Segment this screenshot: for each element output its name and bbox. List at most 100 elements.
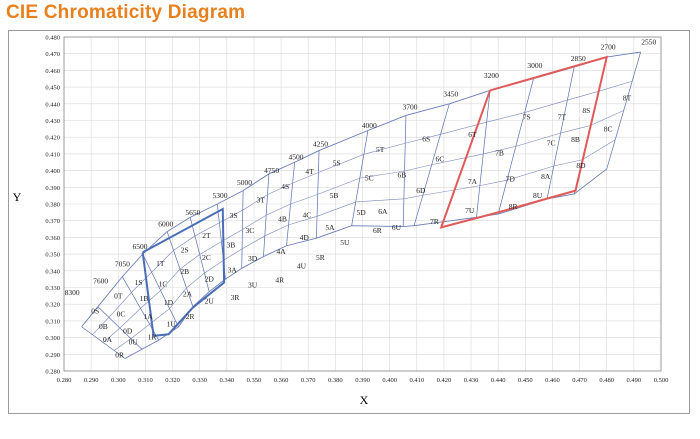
x-tick-label: 0.380 — [328, 377, 343, 384]
y-tick-label: 0.350 — [45, 252, 60, 259]
bin-label: 8T — [623, 93, 632, 102]
bin-label: 4D — [300, 233, 310, 242]
bin-label: 3R — [231, 293, 240, 302]
cct-label: 2850 — [571, 54, 586, 63]
bin-label: 6R — [373, 226, 382, 235]
bin-label: 7S — [523, 113, 531, 122]
bin-label: 4S — [281, 182, 289, 191]
y-tick-label: 0.330 — [45, 285, 60, 292]
cct-label: 4500 — [289, 153, 304, 162]
bin-label: 2T — [202, 231, 211, 240]
bin-label: 8R — [509, 202, 518, 211]
bin-label: 8B — [571, 135, 580, 144]
bin-label: 5B — [330, 191, 339, 200]
cct-line-2550 — [606, 51, 641, 170]
bin-label: 1D — [164, 298, 174, 307]
bin-label: 8A — [541, 172, 551, 181]
bin-label: 8S — [582, 106, 590, 115]
y-tick-label: 0.310 — [45, 318, 60, 325]
x-tick-label: 0.310 — [138, 377, 153, 384]
ticks: 0.280 0.290 0.300 0.310 0.320 0.330 0.340 0.350… — [45, 35, 668, 385]
y-tick-label: 0.450 — [45, 85, 60, 92]
bin-label: 1C — [159, 280, 168, 289]
bin-label: 7T — [558, 113, 567, 122]
x-tick-label: 0.490 — [627, 377, 642, 384]
y-tick-label: 0.410 — [45, 151, 60, 158]
y-tick-label: 0.280 — [45, 369, 60, 376]
cct-label: 6000 — [158, 220, 173, 229]
bin-label: 0C — [117, 310, 126, 319]
bin-label: 7R — [430, 217, 439, 226]
bin-label: 4U — [297, 261, 307, 270]
bin-label: 0D — [123, 326, 133, 335]
bin-label: 3A — [228, 265, 238, 274]
chart-frame: 8300 7600 7050 6500 6000 5650 5300 5000 4750 4500… — [8, 30, 690, 414]
x-tick-label: 0.450 — [518, 377, 533, 384]
y-tick-label: 0.430 — [45, 118, 60, 125]
bin-label: 4B — [278, 215, 287, 224]
bin-label: 7A — [468, 177, 478, 186]
x-axis-label: X — [360, 393, 369, 407]
cct-label: 8300 — [65, 288, 80, 297]
bin-label: 6S — [422, 134, 430, 143]
bin-label: 4R — [275, 275, 284, 284]
x-tick-label: 0.410 — [409, 377, 424, 384]
x-tick-label: 0.320 — [165, 377, 180, 384]
bin-label: 8D — [576, 161, 586, 170]
bin-label: 0A — [103, 335, 113, 344]
highlight-region-2 — [439, 55, 609, 229]
bin-label: 5C — [365, 174, 374, 183]
y-tick-label: 0.390 — [45, 185, 60, 192]
bin-label: 1A — [144, 312, 154, 321]
bin-label: 6B — [397, 170, 406, 179]
bin-label: 5T — [376, 145, 385, 154]
bin-label: 2A — [183, 290, 193, 299]
y-tick-label: 0.340 — [45, 268, 60, 275]
bin-label: 7B — [495, 149, 504, 158]
x-tick-label: 0.330 — [192, 377, 207, 384]
x-tick-label: 0.470 — [572, 377, 587, 384]
bin-label: 3C — [246, 226, 255, 235]
cct-label: 2550 — [641, 38, 656, 47]
x-tick-label: 0.500 — [654, 377, 669, 384]
cct-label: 3450 — [443, 89, 458, 98]
iso-curve — [114, 139, 616, 351]
cct-label: 5650 — [185, 208, 200, 217]
y-tick-label: 0.370 — [45, 218, 60, 225]
y-tick-label: 0.460 — [45, 68, 60, 75]
x-tick-label: 0.370 — [301, 377, 316, 384]
bin-label: 7C — [547, 139, 556, 148]
bin-label: 4T — [305, 167, 314, 176]
y-tick-label: 0.400 — [45, 168, 60, 175]
grid — [63, 36, 662, 372]
cct-label: 3000 — [527, 61, 542, 70]
bin-label: 4A — [277, 247, 287, 256]
bin-label: 0U — [129, 337, 139, 346]
bin-label: 6T — [468, 130, 477, 139]
cct-label: 5000 — [237, 178, 252, 187]
x-tick-label: 0.340 — [220, 377, 235, 384]
bin-label: 1T — [156, 259, 165, 268]
y-tick-label: 0.300 — [45, 335, 60, 342]
cct-label: 3200 — [484, 71, 499, 80]
highlight-region-1 — [141, 207, 226, 338]
bin-label: 7D — [506, 174, 516, 183]
cct-label: 3700 — [402, 103, 417, 112]
bin-label: 6D — [416, 186, 426, 195]
y-tick-label: 0.360 — [45, 235, 60, 242]
bin-label: 1S — [135, 278, 143, 287]
cct-lines — [81, 51, 641, 359]
bin-label: 2B — [180, 267, 189, 276]
bin-label: 3D — [248, 254, 258, 263]
bin-label: 4C — [302, 210, 311, 219]
y-tick-label: 0.420 — [45, 135, 60, 142]
bin-label: 3S — [230, 211, 238, 220]
bin-label: 1U — [167, 320, 177, 329]
cct-label: 4000 — [362, 121, 377, 130]
x-tick-label: 0.400 — [382, 377, 397, 384]
iso-curve — [124, 168, 608, 359]
x-tick-label: 0.280 — [57, 377, 72, 384]
iso-curve — [103, 110, 624, 343]
x-tick-label: 0.390 — [355, 377, 370, 384]
